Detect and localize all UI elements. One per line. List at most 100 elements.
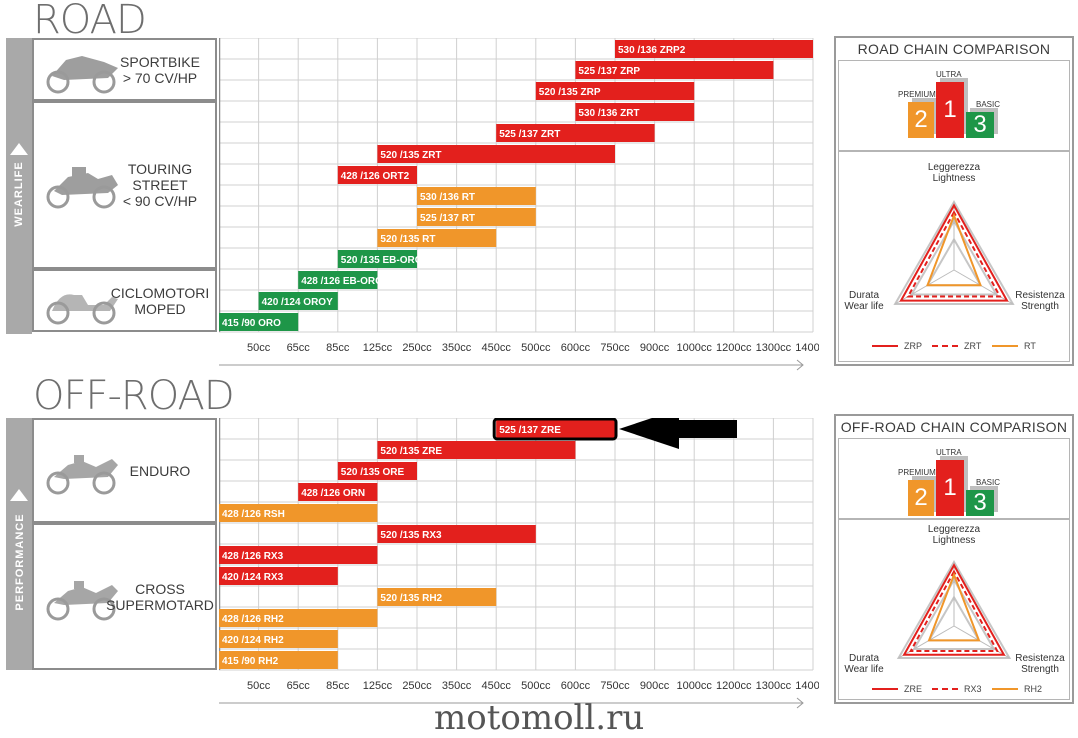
- podium-3-label: BASIC: [976, 100, 1001, 109]
- performance-label: PERFORMANCE: [14, 513, 26, 611]
- x-tick-label: 250cc: [402, 680, 432, 692]
- highlight-box: [492, 418, 618, 441]
- performance-arrow-icon: [10, 489, 28, 501]
- chart-bar-label: 420 /124 OROY: [262, 297, 333, 308]
- podium-3: 3: [966, 490, 994, 516]
- chart-bar-label: 428 /126 RH2: [222, 614, 284, 625]
- offroad-comparison-panel: OFF-ROAD CHAIN COMPARISON 2 PREMIUM 1 ULTRA…: [834, 414, 1074, 704]
- x-tick-label: 450cc: [482, 680, 512, 692]
- moped-icon: [38, 277, 122, 330]
- chart-bar-label: 520 /135 RX3: [380, 530, 442, 541]
- x-tick-label: 500cc: [521, 680, 551, 692]
- chart-bar: 428 /126 RSH: [219, 504, 378, 522]
- x-tick-label: 1300cc: [756, 342, 792, 354]
- legend-item: ZRP: [872, 341, 922, 351]
- x-tick-label: 50cc: [247, 342, 271, 354]
- offroad-radar-top-label: Leggerezza Lightness: [927, 524, 981, 546]
- podium-2: 2: [908, 480, 934, 516]
- chart-bar-label: 428 /126 RSH: [222, 509, 285, 520]
- radar-series-3: [927, 571, 981, 642]
- category-label: CROSS SUPERMOTARD: [106, 580, 214, 613]
- legend-label: ZRE: [904, 684, 922, 694]
- watermark: motomoll.ru: [434, 698, 645, 738]
- chart-bar-label: 520 /135 ZRP: [539, 87, 601, 98]
- chart-bar: 530 /136 ZRP2: [615, 40, 813, 58]
- category-label: TOURING STREET < 90 CV/HP: [122, 161, 198, 209]
- wearlife-label: WEARLIFE: [13, 161, 25, 227]
- legend-swatch: [932, 688, 958, 690]
- x-tick-label: 600cc: [561, 342, 591, 354]
- radar-ring: [896, 560, 1012, 659]
- chart-bar: 525 /137 RT: [417, 208, 536, 226]
- legend-swatch: [992, 345, 1018, 347]
- chart-bar-label: 520 /135 RT: [380, 234, 435, 245]
- chart-bar-label: 525 /137 RT: [420, 213, 475, 224]
- chart-bar-label: 525 /137 ZRP: [578, 66, 640, 77]
- podium-2: 2: [908, 102, 934, 138]
- podium-1-label: ULTRA: [936, 70, 962, 79]
- chart-bar: 428 /126 EB-ORO: [298, 271, 383, 289]
- chart-bar: 420 /124 OROY: [258, 292, 338, 310]
- pointer-arrow-icon: [619, 418, 737, 449]
- chart-bar: 428 /126 RH2: [219, 609, 378, 627]
- cross-bike-icon: [38, 573, 122, 626]
- chart-bar-label: 428 /126 ORN: [301, 488, 365, 499]
- radar-ring: [912, 577, 996, 651]
- x-tick-label: 750cc: [600, 680, 630, 692]
- offroad-title: OFF-ROAD: [33, 373, 235, 419]
- offroad-podium-box: [838, 438, 1070, 520]
- x-tick-label: 1200cc: [716, 680, 752, 692]
- offroad-panel-title: OFF-ROAD CHAIN COMPARISON: [840, 419, 1068, 435]
- road-radar-box: [838, 150, 1070, 362]
- radar-series-1: [899, 203, 1009, 302]
- touring-bike-icon: [38, 161, 122, 214]
- road-radar-left-label: Durata Wear life: [844, 290, 884, 312]
- x-tick-label: 1400cc: [795, 342, 819, 354]
- wearlife-bar: [6, 38, 32, 334]
- road-radar-chart: [893, 199, 1015, 305]
- chart-bar: 520 /135 RX3: [377, 525, 536, 543]
- chart-bar: 420 /124 RH2: [219, 630, 338, 648]
- chart-bar: 520 /135 ZRT: [377, 145, 615, 163]
- legend-swatch: [872, 688, 898, 690]
- legend-label: RT: [1024, 341, 1036, 351]
- legend-label: ZRP: [904, 341, 922, 351]
- chart-bar-label: 428 /126 RX3: [222, 551, 284, 562]
- offroad-radar-box: [838, 518, 1070, 700]
- category-label: ENDURO: [129, 462, 191, 479]
- radar-series-2: [906, 210, 1002, 298]
- legend-label: RH2: [1024, 684, 1043, 694]
- radar-ring: [893, 199, 1015, 305]
- radar-series-3: [926, 212, 982, 287]
- chart-bar-label: 420 /124 RX3: [222, 572, 284, 583]
- chart-bar: 428 /126 RX3: [219, 546, 378, 564]
- legend-label: RX3: [964, 684, 982, 694]
- road-comparison-panel: ROAD CHAIN COMPARISON 2 PREMIUM 1 ULTRA 3 BAS…: [834, 36, 1074, 366]
- sportbike-icon: [38, 46, 122, 99]
- chart-bar: 520 /135 RH2: [377, 588, 497, 606]
- chart-bar: 525 /137 ZRT: [496, 124, 655, 142]
- chart-bar-label: 428 /126 EB-ORO: [301, 276, 383, 287]
- x-tick-label: 350cc: [442, 342, 472, 354]
- offroad-podium: 2 PREMIUM 1 ULTRA 3 BASIC: [896, 442, 1026, 516]
- category-label: CICLOMOTORI MOPED: [110, 284, 210, 317]
- chart-bar: 520 /135 ORE: [337, 462, 417, 480]
- chart-bar: 525 /137 ZRE: [492, 418, 618, 441]
- legend-swatch: [992, 688, 1018, 690]
- chart-bar-label: 525 /137 ZRT: [499, 129, 560, 140]
- x-tick-label: 900cc: [640, 342, 670, 354]
- x-tick-label: 1200cc: [716, 342, 752, 354]
- podium-1-label: ULTRA: [936, 448, 962, 457]
- axis-arrow-icon: [796, 697, 804, 709]
- chart-bar-label: 530 /136 RT: [420, 192, 475, 203]
- chart-bar: 530 /136 ZRT: [575, 103, 695, 121]
- road-title: ROAD: [33, 0, 147, 43]
- legend-label: ZRT: [964, 341, 982, 351]
- chart-bar-label: 530 /136 ZRT: [578, 108, 639, 119]
- podium-3: 3: [966, 112, 994, 138]
- axis-arrow-icon: [796, 359, 804, 371]
- road-chart: 530 /136 ZRP2 525 /137 ZRP 520 /135 ZRP 530…: [219, 38, 819, 371]
- x-tick-label: 350cc: [442, 680, 472, 692]
- category-box: [32, 101, 217, 269]
